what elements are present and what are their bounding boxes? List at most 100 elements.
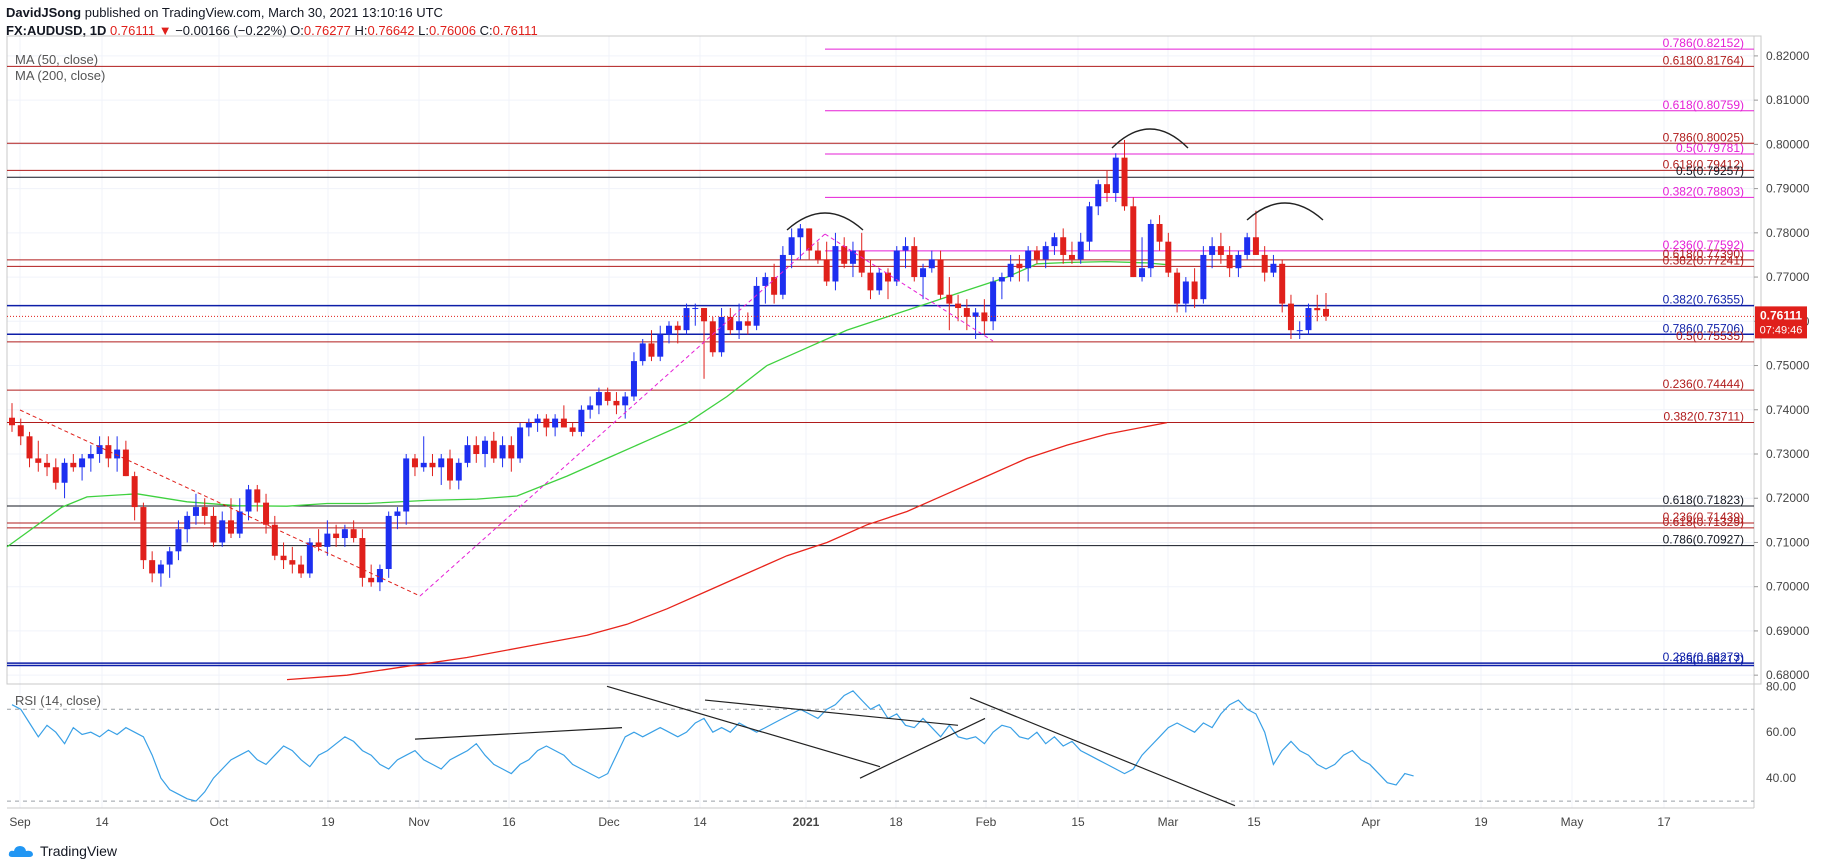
candle-body bbox=[1156, 223, 1163, 242]
close-label: C: bbox=[479, 23, 493, 38]
candle-body bbox=[1077, 241, 1084, 260]
time-tick-label: 14 bbox=[95, 815, 109, 829]
candle-body bbox=[797, 228, 804, 238]
candle-body bbox=[245, 489, 252, 512]
rsi-tick-label: 60.00 bbox=[1766, 725, 1796, 739]
candle-body bbox=[709, 321, 716, 353]
candle-body bbox=[376, 568, 383, 583]
time-tick-label: 16 bbox=[502, 815, 516, 829]
fib-level-label: 0.382(0.77241) bbox=[1663, 253, 1744, 267]
candle-body bbox=[1261, 254, 1268, 273]
candle-body bbox=[1235, 254, 1242, 269]
brand-name: TradingView bbox=[40, 843, 118, 859]
cloud-logo-icon bbox=[8, 846, 34, 857]
candle-body bbox=[788, 237, 795, 255]
price-axis[interactable]: 0.82000 0.81000 0.80000 0.79000 0.78000 0.770… bbox=[1754, 49, 1810, 682]
candle-body bbox=[849, 250, 856, 264]
fib-level-label: 0.618(0.71823) bbox=[1663, 493, 1744, 507]
candle-body bbox=[692, 308, 699, 310]
candle-body bbox=[333, 533, 340, 539]
rsi-trendline bbox=[414, 727, 623, 740]
fib-level-label: 0.236(0.71439) bbox=[1663, 510, 1744, 524]
fib-level-label: 0.382(0.76355) bbox=[1663, 293, 1744, 307]
open-value: 0.76277 bbox=[303, 23, 351, 38]
chart-frame bbox=[6, 35, 1762, 809]
candle-body bbox=[1182, 281, 1189, 304]
candle-body bbox=[1007, 263, 1014, 278]
candle-body bbox=[920, 268, 927, 278]
candle-body bbox=[114, 449, 121, 459]
time-tick-label: 2021 bbox=[793, 815, 820, 829]
candle-body bbox=[341, 529, 348, 539]
candle-body bbox=[438, 458, 445, 468]
rsi-pane[interactable]: RSI (14, close) 80.00 60.00 40.00 bbox=[7, 679, 1796, 807]
candle-body bbox=[771, 277, 778, 295]
candle-body bbox=[1209, 246, 1216, 255]
ma50-path bbox=[6, 260, 1168, 548]
candle-body bbox=[683, 308, 690, 331]
candle-body bbox=[736, 321, 743, 331]
candle-body bbox=[587, 405, 594, 410]
candle-body bbox=[832, 246, 839, 282]
candle-body bbox=[525, 423, 532, 428]
candle-body bbox=[368, 577, 375, 583]
time-axis[interactable]: Sep 14 Oct 19 Nov 16 Dec 14 2021 18 Feb 15 Mar 15 Apr 1… bbox=[9, 815, 1671, 829]
candle-body bbox=[552, 418, 559, 428]
candle-body bbox=[131, 476, 138, 508]
time-tick-label: Dec bbox=[598, 815, 619, 829]
fib-level-label: 0.382(0.73711) bbox=[1663, 410, 1744, 424]
candle-body bbox=[569, 427, 576, 432]
candle-body bbox=[157, 564, 164, 574]
high-value: 0.76642 bbox=[367, 23, 415, 38]
tradingview-logo[interactable]: TradingView bbox=[8, 843, 117, 859]
candle-body bbox=[762, 277, 769, 286]
candle-body bbox=[280, 555, 287, 561]
candle-body bbox=[306, 542, 313, 574]
candle-body bbox=[1287, 303, 1294, 331]
time-tick-label: 19 bbox=[321, 815, 335, 829]
candle-body bbox=[254, 489, 261, 503]
close-value: 0.76111 bbox=[492, 23, 538, 38]
candle-body bbox=[149, 560, 156, 574]
candle-body bbox=[298, 564, 305, 574]
candle-body bbox=[998, 277, 1005, 282]
price-tick-label: 0.73000 bbox=[1766, 447, 1810, 461]
ma200-line bbox=[286, 421, 1168, 681]
fib-level-label: 0.618(0.71329) bbox=[1663, 515, 1744, 529]
price-tick-label: 0.77000 bbox=[1766, 270, 1810, 284]
candle-body bbox=[841, 246, 848, 264]
candle-body bbox=[1314, 308, 1321, 311]
open-label: O: bbox=[290, 23, 304, 38]
legend-item: MA (200, close) bbox=[15, 68, 105, 83]
candle-body bbox=[753, 285, 760, 326]
time-tick-label: 18 bbox=[889, 815, 903, 829]
candle-body bbox=[1121, 157, 1128, 207]
candle-body bbox=[1323, 308, 1329, 317]
ma200-path bbox=[286, 421, 1168, 681]
candle-body bbox=[315, 542, 322, 547]
fib-level-label: 0.618(0.77390) bbox=[1663, 247, 1744, 261]
candle-body bbox=[35, 458, 42, 463]
candle-body bbox=[289, 560, 296, 565]
low-label: L: bbox=[418, 23, 429, 38]
candle-body bbox=[779, 254, 786, 295]
candle-body bbox=[622, 396, 629, 406]
fib-level-label: 0.5(0.68217) bbox=[1676, 653, 1744, 667]
price-tick-label: 0.70000 bbox=[1766, 580, 1810, 594]
candle-body bbox=[666, 325, 672, 335]
rsi-tick-label: 40.00 bbox=[1766, 771, 1796, 785]
candle-body bbox=[1068, 254, 1075, 260]
candle-body bbox=[718, 316, 725, 353]
candle-body bbox=[508, 445, 515, 459]
candle-body bbox=[1305, 308, 1312, 331]
publish-info: published on TradingView.com, March 30, … bbox=[84, 5, 443, 20]
candle-body bbox=[210, 515, 217, 543]
time-tick-label: Apr bbox=[1362, 815, 1381, 829]
price-tick-label: 0.68000 bbox=[1766, 668, 1810, 682]
author-name[interactable]: DavidJSong bbox=[6, 5, 82, 20]
candle-body bbox=[455, 462, 462, 481]
candle-body bbox=[263, 502, 270, 525]
candle-body bbox=[1139, 268, 1146, 278]
candlestick-series bbox=[9, 139, 1329, 592]
